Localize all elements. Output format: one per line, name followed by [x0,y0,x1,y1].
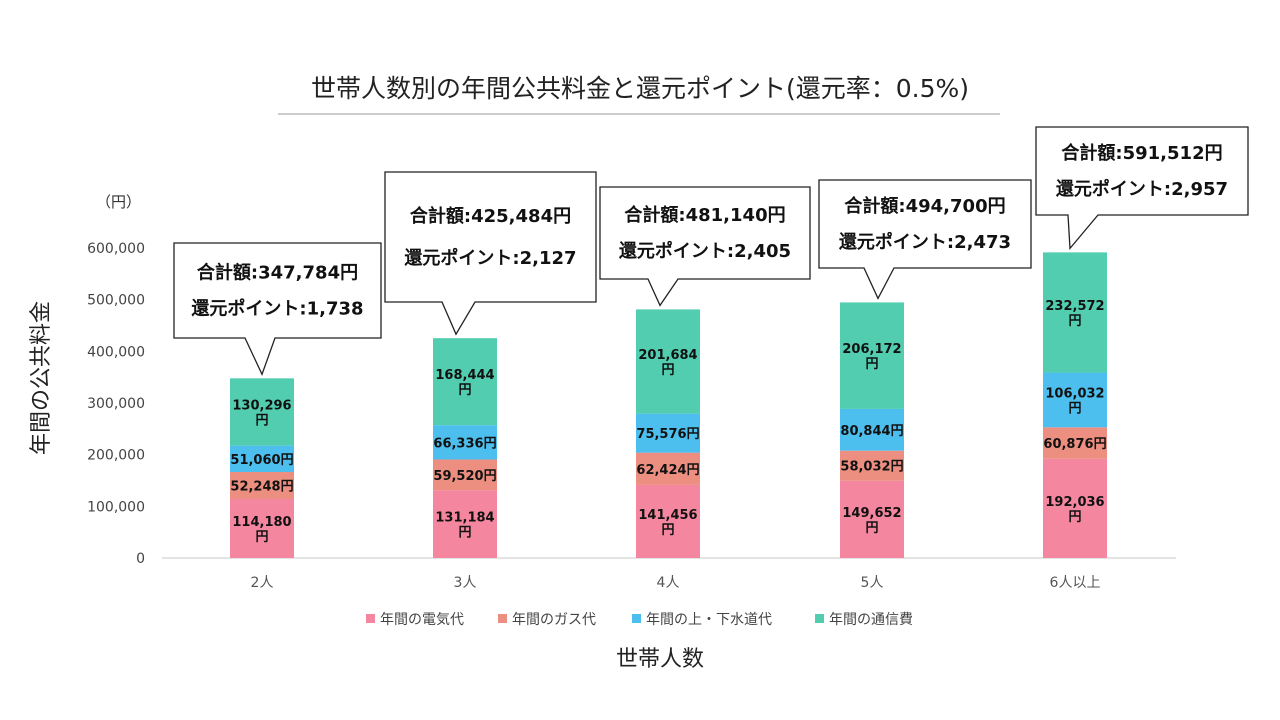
legend-swatch [815,614,824,623]
bar-data-label: 円 [865,521,878,536]
bar-data-label: 60,876円 [1043,437,1106,452]
bar-segment [636,484,700,558]
y-tick-label: 0 [136,551,145,567]
y-tick-label: 400,000 [87,344,145,360]
bar-segment [636,309,700,414]
bar-data-label: 51,060円 [230,453,293,468]
bar-segment [1043,372,1107,428]
y-axis-ticks: 0 100,000 200,000 300,000 400,000 500,000 600,… [87,241,145,567]
legend-label: 年間の上・下水道代 [646,612,772,628]
chart-title: 世帯人数別の年間公共料金と還元ポイント(還元率：0.5%) [311,74,969,103]
legend: 年間の電気代 年間のガス代 年間の上・下水道代 年間の通信費 [366,612,913,628]
callout-total: 合計額:591,512円 [1061,142,1222,164]
callout-points: 還元ポイント:1,738 [191,298,363,320]
legend-swatch [366,614,375,623]
bar-segment [840,302,904,409]
bar-segment [433,425,497,460]
callout-box [173,242,382,377]
bar-data-label: 52,248円 [230,480,293,495]
bar-data-label: 106,032 [1045,386,1104,401]
callout-total: 合計額:425,484円 [410,205,571,227]
callout-points: 還元ポイント:2,405 [619,240,791,262]
bar-segment [636,452,700,485]
bar-segment [1043,252,1107,373]
x-category-label: 4人 [657,575,680,591]
bars-group: 114,180円52,248円51,060円130,296円131,184円59… [230,252,1107,558]
bar-data-label: 114,180 [232,515,291,530]
x-category-label: 3人 [454,575,477,591]
callout-box [1035,126,1249,251]
bar-data-label: 206,172 [842,342,901,357]
x-axis-categories: 2人 3人 4人 5人 6人以上 [251,575,1101,591]
y-tick-label: 500,000 [87,293,145,309]
bar-segment [840,450,904,481]
y-axis-label: 年間の公共料金 [29,301,54,455]
callout-box [818,179,1032,300]
bar-data-label: 円 [1068,314,1081,329]
x-category-label: 5人 [861,575,884,591]
bar-data-label: 円 [1068,510,1081,525]
bar-data-label: 円 [661,363,674,378]
bar-data-label: 円 [661,523,674,538]
bar-segment [636,413,700,453]
bar-segment [1043,458,1107,558]
callout-total: 合計額:494,700円 [844,195,1005,217]
callout-total: 合計額:481,140円 [624,204,785,226]
legend-label: 年間の通信費 [829,612,913,628]
y-tick-label: 100,000 [87,499,145,515]
bar-data-label: 66,336円 [433,436,496,451]
bar-segment [840,480,904,558]
bar-data-label: 円 [458,383,471,398]
bar-data-label: 58,032円 [840,460,903,475]
bar-data-label: 131,184 [435,511,494,526]
y-tick-label: 600,000 [87,241,145,257]
bar-data-label: 円 [865,357,878,372]
bar-data-label: 62,424円 [636,463,699,478]
callout-points: 還元ポイント:2,957 [1056,178,1228,200]
legend-swatch [498,614,507,623]
bar-data-label: 円 [1068,401,1081,416]
bar-segment [433,490,497,558]
callout-points: 還元ポイント:2,473 [839,231,1011,253]
bar-segment [433,459,497,491]
bar-segment [433,338,497,426]
bar-segment [230,445,294,473]
callout-box [599,186,811,307]
bar-segment [230,499,294,558]
bar-data-label: 232,572 [1045,299,1104,314]
y-tick-label: 200,000 [87,448,145,464]
total-callouts: 合計額:347,784円還元ポイント:1,738合計額:425,484円還元ポイ… [173,126,1249,377]
bar-data-label: 168,444 [435,368,494,383]
legend-swatch [632,614,641,623]
bar-data-label: 円 [255,530,268,545]
bar-data-label: 130,296 [232,398,291,413]
legend-label: 年間のガス代 [512,612,596,628]
bar-segment [230,378,294,446]
unit-label: （円） [96,193,141,211]
x-category-label: 6人以上 [1050,575,1101,591]
bar-data-label: 192,036 [1045,495,1104,510]
bar-segment [230,472,294,500]
callout-points: 還元ポイント:2,127 [404,247,576,269]
callout-box [384,171,597,336]
bar-data-label: 201,684 [638,348,697,363]
legend-label: 年間の電気代 [380,612,464,628]
bar-data-label: 59,520円 [433,469,496,484]
bar-segment [1043,427,1107,459]
callout-total: 合計額:347,784円 [197,262,358,284]
bar-data-label: 80,844円 [840,424,903,439]
bar-data-label: 141,456 [638,508,697,523]
x-category-label: 2人 [251,575,274,591]
bar-data-label: 75,576円 [636,427,699,442]
bar-data-label: 円 [458,526,471,541]
bar-segment [840,408,904,451]
y-tick-label: 300,000 [87,396,145,412]
bar-data-label: 円 [255,413,268,428]
bar-data-label: 149,652 [842,506,901,521]
x-axis-label: 世帯人数 [616,647,704,672]
